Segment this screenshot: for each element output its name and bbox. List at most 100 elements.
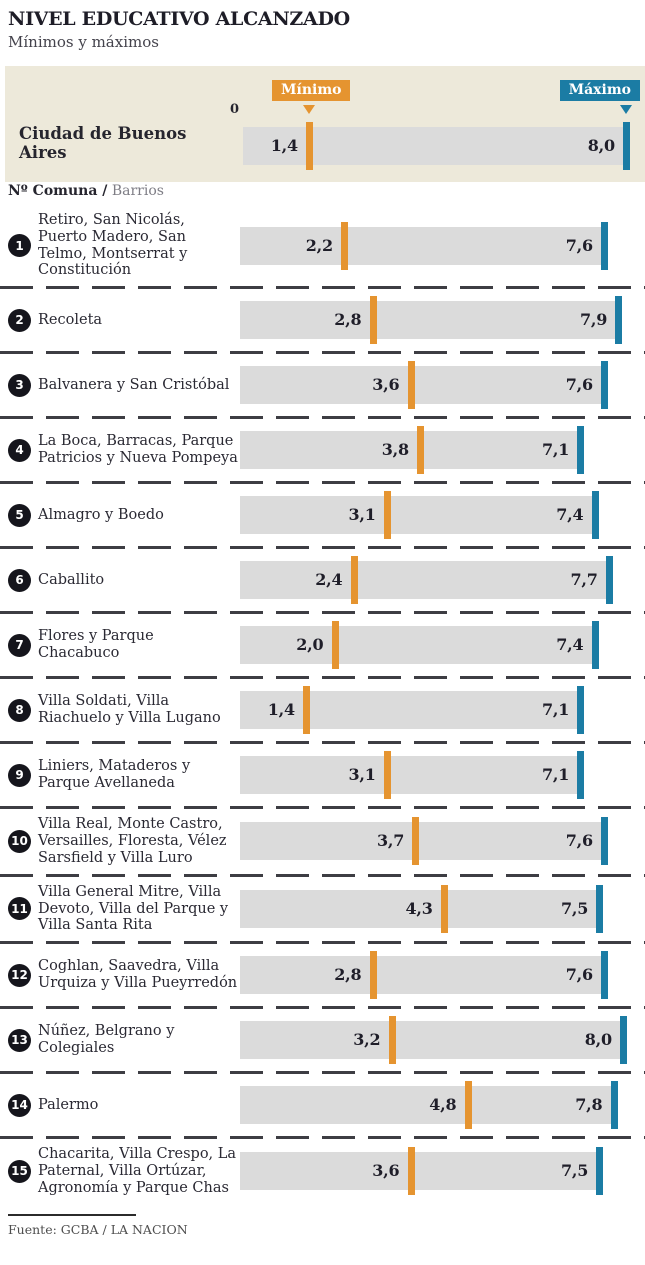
comuna-row-right: 3,1 7,1 bbox=[240, 751, 645, 800]
comuna-row-left: 6 Caballito bbox=[0, 568, 240, 592]
comuna-row-left: 3 Balvanera y San Cristóbal bbox=[0, 373, 240, 397]
comuna-max-tick bbox=[596, 1147, 604, 1196]
comuna-range-bar: 3,2 8,0 bbox=[240, 1016, 645, 1065]
comuna-range-bar: 2,8 7,6 bbox=[240, 951, 645, 1000]
comuna-row-left: 15 Chacarita, Villa Crespo, La Paternal,… bbox=[0, 1146, 240, 1196]
comuna-number-badge: 14 bbox=[8, 1093, 31, 1117]
row-separator bbox=[0, 741, 645, 745]
comuna-row-left: 8 Villa Soldati, Villa Riachuelo y Villa… bbox=[0, 693, 240, 727]
comuna-max-tick bbox=[577, 751, 585, 800]
comuna-min-tick bbox=[388, 1016, 396, 1065]
comuna-min-value: 4,8 bbox=[429, 1095, 457, 1115]
comuna-max-value: 7,8 bbox=[575, 1095, 603, 1115]
row-separator bbox=[0, 676, 645, 680]
comuna-row: 14 Palermo 4,8 7,8 bbox=[0, 1074, 645, 1136]
comuna-row-left: 13 Núñez, Belgrano y Colegiales bbox=[0, 1023, 240, 1057]
comuna-row-left: 1 Retiro, San Nicolás, Puerto Madero, Sa… bbox=[0, 212, 240, 279]
row-separator bbox=[0, 481, 645, 485]
row-separator bbox=[0, 416, 645, 420]
row-separator bbox=[0, 941, 645, 945]
comuna-number-badge: 13 bbox=[8, 1028, 31, 1052]
comuna-min-tick bbox=[407, 1147, 415, 1196]
comuna-row: 1 Retiro, San Nicolás, Puerto Madero, Sa… bbox=[0, 205, 645, 286]
comuna-track: 4,3 7,5 bbox=[240, 884, 604, 933]
comuna-barrios-label: Villa General Mitre, Villa Devoto, Villa… bbox=[38, 883, 229, 934]
comuna-row-left: 10 Villa Real, Monte Castro, Versailles,… bbox=[0, 816, 240, 866]
comuna-track: 2,2 7,6 bbox=[240, 221, 608, 270]
comuna-min-value: 1,4 bbox=[267, 700, 295, 720]
comuna-rows: 1 Retiro, San Nicolás, Puerto Madero, Sa… bbox=[0, 205, 645, 1204]
comuna-row-left: 4 La Boca, Barracas, Parque Patricios y … bbox=[0, 433, 240, 467]
comuna-max-tick bbox=[601, 361, 608, 410]
comuna-min-value: 2,2 bbox=[305, 235, 333, 255]
comuna-row-right: 2,2 7,6 bbox=[240, 221, 645, 270]
comuna-row: 9 Liniers, Mataderos y Parque Avellaneda… bbox=[0, 744, 645, 806]
comuna-barrios-label: Almagro y Boedo bbox=[38, 506, 164, 523]
legend-max-label: Máximo bbox=[559, 80, 640, 101]
comuna-range-bar: 2,8 7,9 bbox=[240, 296, 645, 345]
comuna-track: 2,4 7,7 bbox=[240, 556, 613, 605]
comuna-row-right: 3,2 8,0 bbox=[240, 1016, 645, 1065]
comuna-range-bar: 2,4 7,7 bbox=[240, 556, 645, 605]
comuna-max-tick bbox=[601, 817, 608, 866]
comuna-row-right: 3,7 7,6 bbox=[240, 817, 645, 866]
city-max-tick bbox=[623, 122, 630, 170]
comuna-track: 1,4 7,1 bbox=[240, 686, 585, 735]
comuna-number-badge: 4 bbox=[8, 438, 31, 462]
comuna-barrios-label: Flores y Parque Chacabuco bbox=[38, 628, 154, 662]
comuna-number-badge: 8 bbox=[8, 698, 31, 722]
comuna-row-right: 4,3 7,5 bbox=[240, 884, 645, 933]
city-label: Ciudad de Buenos Aires bbox=[19, 124, 187, 163]
comuna-max-tick bbox=[577, 426, 585, 475]
comuna-min-tick bbox=[369, 296, 377, 345]
comuna-barrios-label: Núñez, Belgrano y Colegiales bbox=[38, 1023, 175, 1057]
chart-subtitle: Mínimos y máximos bbox=[8, 33, 159, 51]
comuna-barrios-label: Balvanera y San Cristóbal bbox=[38, 376, 230, 393]
comuna-range-bar: 4,8 7,8 bbox=[240, 1081, 645, 1130]
comuna-min-value: 2,8 bbox=[334, 310, 362, 330]
city-min-value: 1,4 bbox=[270, 136, 298, 155]
comuna-max-value: 7,6 bbox=[565, 235, 593, 255]
comuna-row: 11 Villa General Mitre, Villa Devoto, Vi… bbox=[0, 877, 645, 941]
comuna-track: 3,7 7,6 bbox=[240, 817, 608, 866]
comuna-barrios-label: Villa Soldati, Villa Riachuelo y Villa L… bbox=[38, 693, 221, 727]
comuna-barrios-label: Coghlan, Saavedra, Villa Urquiza y Villa… bbox=[38, 958, 238, 992]
comuna-max-value: 7,6 bbox=[565, 375, 593, 395]
comuna-min-value: 2,8 bbox=[334, 965, 362, 985]
comuna-number-badge: 11 bbox=[8, 897, 31, 921]
comuna-min-value: 3,2 bbox=[353, 1030, 381, 1050]
comuna-row: 8 Villa Soldati, Villa Riachuelo y Villa… bbox=[0, 679, 645, 741]
comuna-row: 2 Recoleta 2,8 7,9 bbox=[0, 289, 645, 351]
comuna-barrios-label: Retiro, San Nicolás, Puerto Madero, San … bbox=[38, 212, 188, 279]
comuna-row-left: 5 Almagro y Boedo bbox=[0, 503, 240, 527]
comuna-number-badge: 12 bbox=[8, 963, 31, 987]
comuna-min-tick bbox=[464, 1081, 472, 1130]
comuna-track: 3,6 7,5 bbox=[240, 1147, 604, 1196]
row-separator bbox=[0, 806, 645, 810]
footer-rule bbox=[8, 1213, 136, 1216]
comuna-range-bar: 2,0 7,4 bbox=[240, 621, 645, 670]
comuna-number-badge: 6 bbox=[8, 568, 31, 592]
comuna-range-bar: 4,3 7,5 bbox=[240, 884, 645, 933]
comuna-range-bar: 1,4 7,1 bbox=[240, 686, 645, 735]
comuna-track: 4,8 7,8 bbox=[240, 1081, 618, 1130]
comuna-number-badge: 2 bbox=[8, 308, 31, 332]
comuna-range-bar: 3,8 7,1 bbox=[240, 426, 645, 475]
comuna-max-value: 7,1 bbox=[542, 700, 570, 720]
comuna-max-tick bbox=[620, 1016, 627, 1065]
comuna-range-bar: 3,6 7,6 bbox=[240, 361, 645, 410]
footer: Fuente: GCBA / LA NACION bbox=[0, 1213, 645, 1237]
comuna-min-tick bbox=[407, 361, 415, 410]
comuna-max-tick bbox=[610, 1081, 618, 1130]
comuna-min-tick bbox=[331, 621, 339, 670]
comuna-min-value: 2,4 bbox=[315, 570, 343, 590]
axis-zero-label: 0 bbox=[229, 102, 239, 117]
comuna-max-tick bbox=[591, 491, 599, 540]
comuna-min-value: 3,6 bbox=[372, 1161, 400, 1181]
comuna-row-right: 2,0 7,4 bbox=[240, 621, 645, 670]
comuna-max-value: 7,5 bbox=[561, 1161, 589, 1181]
legend-max-arrow-icon bbox=[620, 105, 632, 114]
comuna-row-right: 3,6 7,5 bbox=[240, 1147, 645, 1196]
comuna-max-value: 7,1 bbox=[542, 765, 570, 785]
